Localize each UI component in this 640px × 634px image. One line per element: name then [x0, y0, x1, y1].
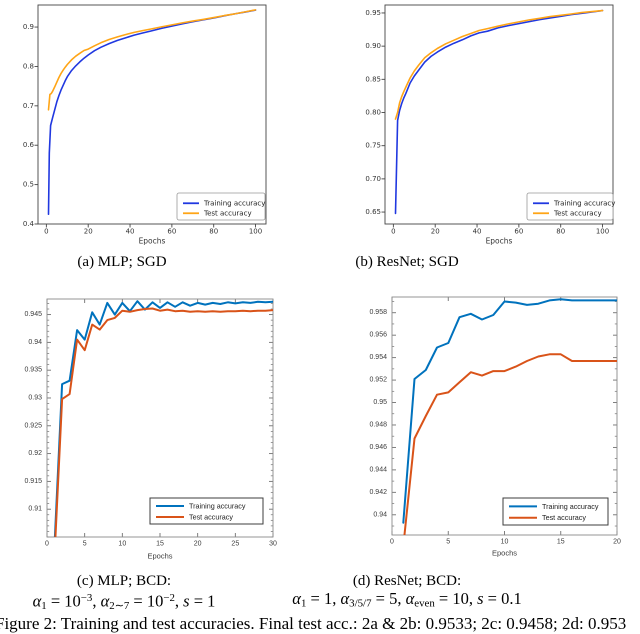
- svg-text:0.915: 0.915: [24, 478, 42, 485]
- svg-text:5: 5: [446, 539, 450, 546]
- svg-text:0.944: 0.944: [369, 466, 387, 473]
- svg-text:10: 10: [501, 539, 509, 546]
- svg-text:Epochs: Epochs: [486, 237, 513, 246]
- svg-text:0.9: 0.9: [23, 23, 34, 31]
- svg-text:0.75: 0.75: [365, 142, 381, 150]
- svg-text:0.942: 0.942: [369, 489, 387, 496]
- chart-d-canvas: 0 5 10 15 20 0.94 0.942 0.944 0.946 0.948 0.95 0.95…: [369, 296, 621, 558]
- svg-text:0.945: 0.945: [24, 311, 42, 318]
- chart-c-canvas: 0 5 10 15 20 25 30 0.91 0.915 0.92 0.925 0.93 0.935 0…: [24, 298, 277, 561]
- legend-label-b-1: Test accuracy: [553, 209, 602, 217]
- chart-c-mlp-bcd-plot: 0 5 10 15 20 25 30 0.91 0.915 0.92 0.925 0.93 0.935 0…: [0, 285, 320, 563]
- svg-text:20: 20: [431, 227, 440, 235]
- svg-text:20: 20: [194, 541, 202, 548]
- legend-label-c-1: Test accuracy: [189, 512, 233, 521]
- svg-text:0.4: 0.4: [23, 220, 35, 228]
- svg-text:0.5: 0.5: [23, 181, 34, 189]
- legend-label-a-1: Test accuracy: [203, 209, 252, 217]
- subcaption-a: (a) MLP; SGD: [77, 254, 167, 270]
- legend-a: Training accuracy Test accuracy: [176, 192, 265, 221]
- svg-text:100: 100: [249, 227, 262, 235]
- subcaption-b: (b) ResNet; SGD: [355, 254, 459, 270]
- svg-text:0.925: 0.925: [24, 422, 42, 429]
- axes-c: 0 5 10 15 20 25 30 0.91 0.915 0.92 0.925 0.93 0.935 0…: [24, 298, 277, 561]
- legend-label-c-0: Training accuracy: [189, 502, 246, 511]
- svg-text:0.954: 0.954: [369, 354, 387, 361]
- svg-text:0: 0: [45, 541, 49, 548]
- svg-text:0.90: 0.90: [365, 42, 381, 50]
- chart-b-canvas: 0 20 40 60 80 100 0.65 0.70 0.75 0.80 0.85 0.90 0.95…: [365, 4, 615, 246]
- svg-text:0.958: 0.958: [369, 309, 387, 316]
- series-lines-a: [47, 9, 257, 215]
- svg-text:0.6: 0.6: [23, 141, 35, 149]
- svg-text:0.952: 0.952: [369, 377, 387, 384]
- svg-text:Epochs: Epochs: [492, 549, 517, 558]
- svg-text:0.95: 0.95: [365, 9, 381, 17]
- svg-text:0.946: 0.946: [369, 444, 387, 451]
- svg-text:5: 5: [83, 541, 87, 548]
- svg-text:0.93: 0.93: [28, 394, 42, 401]
- axes-d: 0 5 10 15 20 0.94 0.942 0.944 0.946 0.948 0.95 0.95…: [369, 296, 621, 558]
- legend-label-a-0: Training accuracy: [203, 199, 265, 207]
- series-lines-c: [53, 300, 273, 537]
- subcaption-c: (c) MLP; BCD: α1 = 10−3, α2∼7 = 10−2, s …: [33, 573, 216, 615]
- svg-text:25: 25: [231, 541, 239, 548]
- subcaption-c-params: α1 = 10−3, α2∼7 = 10−2, s = 1: [32, 591, 216, 613]
- series-lines-b: [394, 9, 604, 215]
- svg-text:0.70: 0.70: [365, 175, 381, 183]
- axes-b: 0 20 40 60 80 100 0.65 0.70 0.75 0.80 0.85 0.90 0.95…: [365, 4, 614, 246]
- svg-text:60: 60: [514, 227, 523, 235]
- subcaption-d: (d) ResNet; BCD: α1 = 1, α3/5/7 = 5, αev…: [292, 573, 521, 613]
- svg-text:0.94: 0.94: [373, 511, 387, 518]
- svg-text:0.80: 0.80: [365, 109, 381, 117]
- svg-text:0.8: 0.8: [23, 62, 34, 70]
- svg-text:40: 40: [473, 227, 482, 235]
- series-lines-d: [402, 298, 617, 535]
- svg-text:20: 20: [84, 227, 93, 235]
- svg-text:Epochs: Epochs: [147, 552, 172, 561]
- svg-text:15: 15: [156, 541, 164, 548]
- svg-text:Epochs: Epochs: [139, 237, 166, 246]
- svg-text:30: 30: [269, 541, 277, 548]
- svg-text:0.65: 0.65: [365, 208, 381, 216]
- svg-text:0: 0: [391, 227, 395, 235]
- legend-d: Training accuracy Test accuracy: [502, 497, 609, 526]
- svg-text:80: 80: [556, 227, 565, 235]
- legend-label-d-0: Training accuracy: [542, 502, 599, 511]
- legend-label-b-0: Training accuracy: [553, 199, 615, 207]
- svg-text:0.91: 0.91: [28, 506, 42, 513]
- svg-text:20: 20: [613, 539, 621, 546]
- svg-text:0.7: 0.7: [23, 102, 34, 110]
- chart-a-mlp-sgd-plot: 0 20 40 60 80 100 0.4 0.5 0.6 0.7 0.8 0.9 Epochs Trai…: [0, 0, 320, 252]
- chart-b-resnet-sgd-plot: 0 20 40 60 80 100 0.65 0.70 0.75 0.80 0.85 0.90 0.95…: [320, 0, 640, 252]
- legend-b: Training accuracy Test accuracy: [526, 192, 615, 221]
- svg-text:0.956: 0.956: [369, 332, 387, 339]
- svg-text:40: 40: [126, 227, 135, 235]
- svg-text:100: 100: [596, 227, 609, 235]
- subcaption-c-title: (c) MLP; BCD:: [76, 573, 172, 589]
- svg-text:0: 0: [390, 539, 394, 546]
- chart-a-canvas: 0 20 40 60 80 100 0.4 0.5 0.6 0.7 0.8 0.9 Epochs Trai…: [23, 4, 267, 246]
- svg-text:80: 80: [209, 227, 218, 235]
- svg-text:0.94: 0.94: [28, 339, 42, 346]
- subcaption-d-params: α1 = 1, α3/5/7 = 5, αeven = 10, s = 0.1: [292, 589, 522, 610]
- chart-d-resnet-bcd-plot: 0 5 10 15 20 0.94 0.942 0.944 0.946 0.948 0.95 0.95…: [320, 285, 640, 563]
- svg-text:0: 0: [44, 227, 48, 235]
- svg-text:0.95: 0.95: [373, 399, 387, 406]
- svg-text:10: 10: [118, 541, 126, 548]
- svg-text:0.85: 0.85: [365, 75, 381, 83]
- svg-text:0.948: 0.948: [369, 421, 387, 428]
- figure-caption: Figure 2: Training and test accuracies. …: [0, 614, 627, 633]
- svg-text:0.935: 0.935: [24, 367, 42, 374]
- svg-text:15: 15: [557, 539, 565, 546]
- legend-label-d-1: Test accuracy: [542, 513, 586, 522]
- subcaption-d-title: (d) ResNet; BCD:: [352, 573, 462, 589]
- axes-a: 0 20 40 60 80 100 0.4 0.5 0.6 0.7 0.8 0.9 Epochs: [23, 4, 267, 246]
- svg-text:60: 60: [167, 227, 176, 235]
- svg-text:0.92: 0.92: [28, 450, 42, 457]
